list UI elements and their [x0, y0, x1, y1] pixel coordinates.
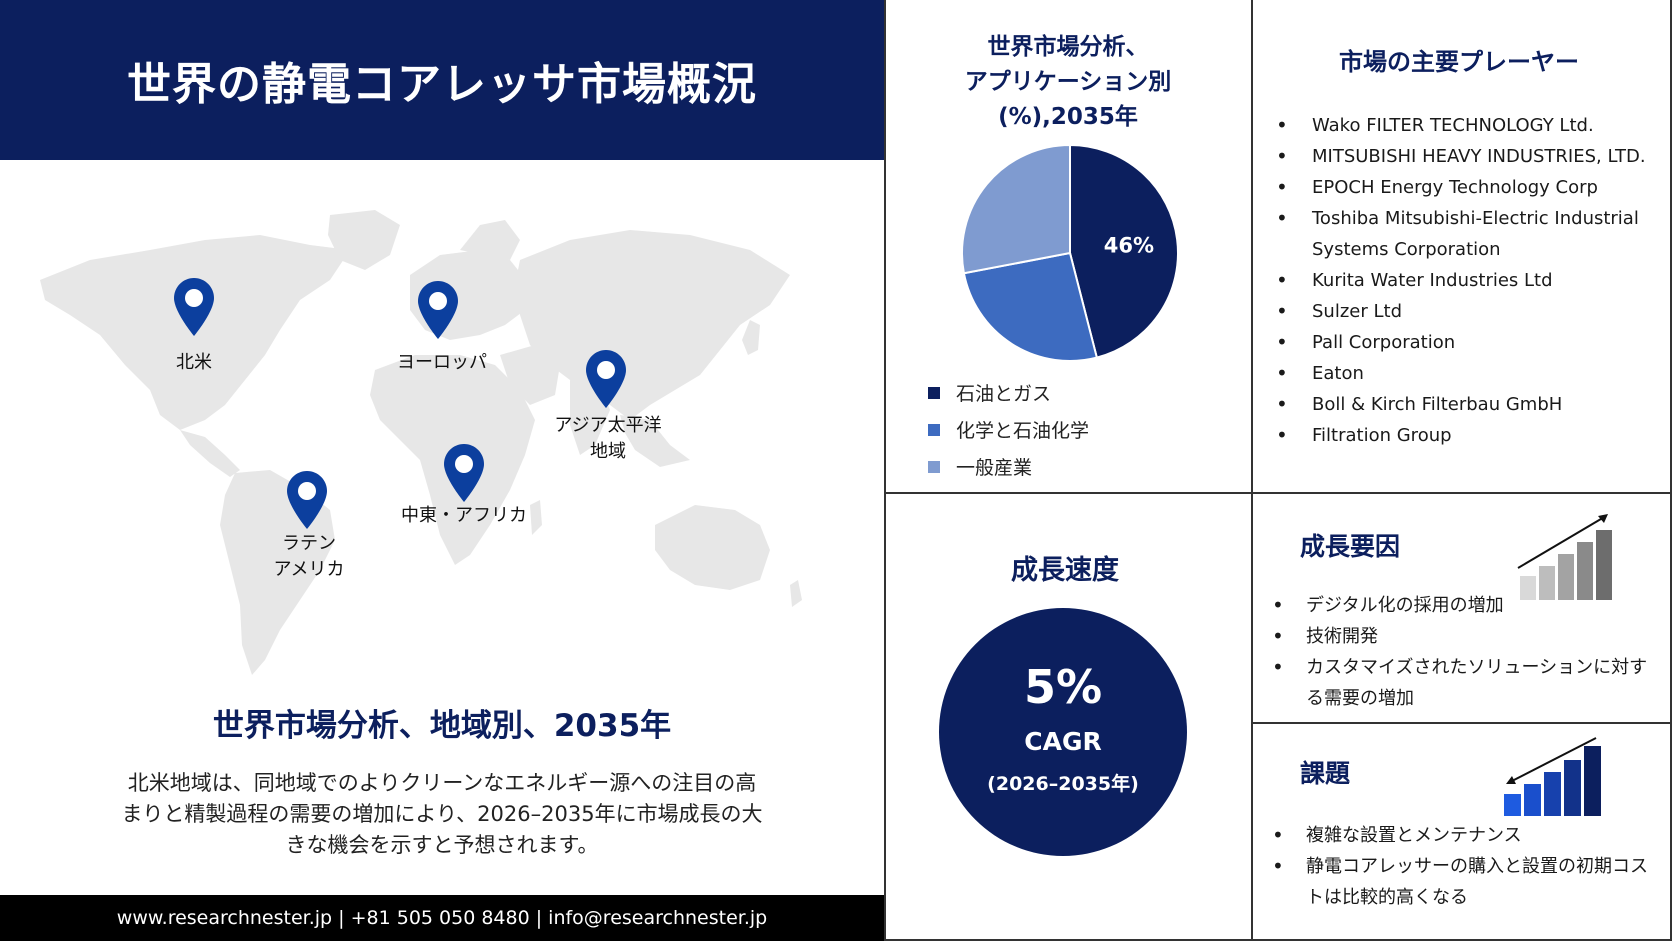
pin-label-latin-america: ラテン アメリカ: [273, 533, 345, 580]
pie-legend: 石油とガス 化学と石油化学 一般産業: [928, 374, 1089, 485]
left-panel: 世界の静電コアレッサ市場概況: [0, 0, 884, 941]
map-pin-icon: [287, 471, 327, 529]
list-item: Boll & Kirch Filterbau GmbH: [1276, 389, 1666, 420]
divider: [884, 0, 886, 941]
region-analysis-description: 北米地域は、同地域でのよりクリーンなエネルギー源への注目の高まりと精製過程の需要…: [121, 771, 763, 857]
map-pin-icon: [444, 444, 484, 502]
list-item: EPOCH Energy Technology Corp: [1276, 172, 1666, 203]
legend-item-general-industry: 一般産業: [928, 448, 1089, 485]
bar-chart-falling-icon: [1504, 737, 1601, 816]
pie-chart-title: 世界市場分析、 アプリケーション別 (%),2035年: [964, 34, 1172, 130]
title-bar: [0, 0, 884, 160]
legend-label: 石油とガス: [956, 383, 1052, 405]
key-players-list: Wako FILTER TECHNOLOGY Ltd. MITSUBISHI H…: [1276, 110, 1666, 451]
challenges-list: 複雑な設置とメンテナンス 静電コアレッサーの購入と設置の初期コストは比較的高くな…: [1272, 820, 1664, 913]
divider: [884, 492, 1672, 494]
world-map: [30, 205, 830, 700]
divider: [1251, 722, 1672, 724]
pin-label-north-america: 北米: [176, 352, 212, 373]
pie-data-label: 46%: [1104, 234, 1154, 258]
pie-slice-oil-gas: [1069, 143, 1179, 359]
cagr-circle: [939, 608, 1187, 856]
list-item: 静電コアレッサーの購入と設置の初期コストは比較的高くなる: [1272, 851, 1664, 913]
cagr-period: (2026–2035年): [987, 773, 1139, 795]
map-pin-icon: [586, 350, 626, 408]
pie-slice-general-industry: [961, 143, 1071, 275]
region-analysis-title: 世界市場分析、地域別、2035年: [212, 708, 672, 744]
bar-chart-rising-icon: [1517, 514, 1612, 600]
list-item: 複雑な設置とメンテナンス: [1272, 820, 1664, 851]
map-pin-icon: [418, 281, 458, 339]
page-title: 世界の静電コアレッサ市場概況: [127, 59, 757, 110]
key-players-title: 市場の主要プレーヤー: [1339, 48, 1579, 76]
list-item: カスタマイズされたソリューションに対する需要の増加: [1272, 652, 1664, 714]
legend-item-oil-gas: 石油とガス: [928, 374, 1089, 411]
contact-footer: www.researchnester.jp | +81 505 050 8480…: [0, 895, 884, 941]
list-item: Sulzer Ltd: [1276, 296, 1666, 327]
list-item: Pall Corporation: [1276, 327, 1666, 358]
divider: [1251, 0, 1253, 941]
legend-item-chemical: 化学と石油化学: [928, 411, 1089, 448]
list-item: Toshiba Mitsubishi-Electric Industrial S…: [1276, 203, 1666, 265]
legend-label: 一般産業: [956, 457, 1033, 479]
list-item: Wako FILTER TECHNOLOGY Ltd.: [1276, 110, 1666, 141]
challenges-title: 課題: [1300, 759, 1351, 788]
pin-label-middle-east-africa: 中東・アフリカ: [401, 505, 527, 526]
legend-swatch: [928, 460, 940, 473]
list-item: Eaton: [1276, 358, 1666, 389]
growth-rate-title: 成長速度: [1011, 555, 1119, 586]
legend-swatch: [928, 423, 940, 436]
pin-label-europe: ヨーロッパ: [397, 352, 487, 373]
divider: [1670, 0, 1672, 941]
growth-drivers-title: 成長要因: [1300, 532, 1401, 561]
legend-label: 化学と石油化学: [956, 420, 1090, 442]
list-item: Kurita Water Industries Ltd: [1276, 265, 1666, 296]
pie-chart: 46%: [961, 143, 1179, 362]
list-item: Filtration Group: [1276, 420, 1666, 451]
legend-swatch: [928, 386, 940, 399]
list-item: MITSUBISHI HEAVY INDUSTRIES, LTD.: [1276, 141, 1666, 172]
cagr-label: CAGR: [1024, 727, 1102, 756]
list-item: デジタル化の採用の増加: [1272, 590, 1664, 621]
map-pin-icon: [174, 278, 214, 336]
growth-drivers-list: デジタル化の採用の増加 技術開発 カスタマイズされたソリューションに対する需要の…: [1272, 590, 1664, 714]
cagr-value: 5%: [1023, 660, 1103, 714]
pie-slice-chemical: [962, 251, 1099, 362]
pin-label-asia-pacific: アジア太平洋 地域: [554, 415, 662, 462]
list-item: 技術開発: [1272, 621, 1664, 652]
divider: [884, 939, 1672, 941]
